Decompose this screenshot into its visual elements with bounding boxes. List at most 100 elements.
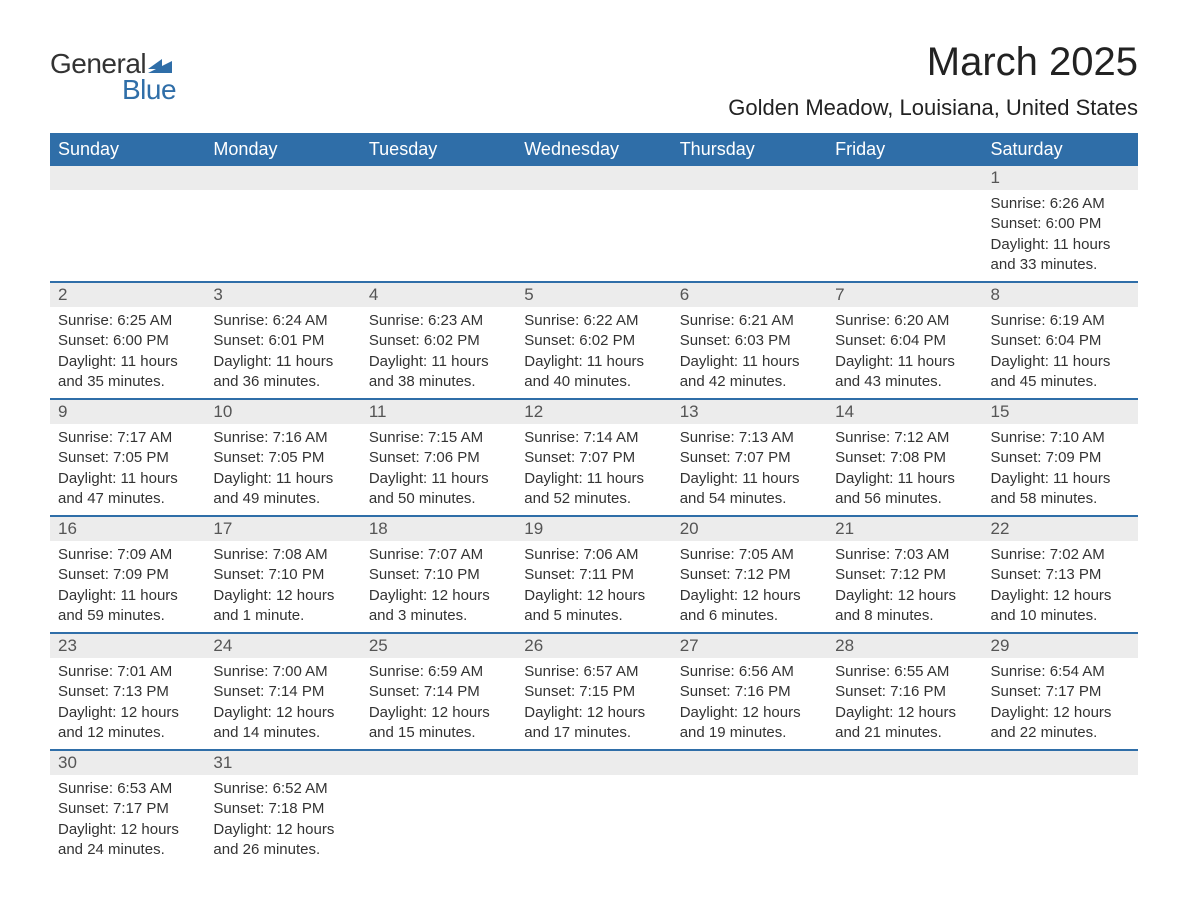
dow-wednesday: Wednesday [516, 133, 671, 166]
calendar-day-cell: 11Sunrise: 7:15 AMSunset: 7:06 PMDayligh… [361, 400, 516, 515]
day-sunrise: Sunrise: 7:16 AM [213, 428, 352, 448]
day-body: Sunrise: 6:53 AMSunset: 7:17 PMDaylight:… [50, 775, 205, 866]
day-number-bar: 26 [516, 634, 671, 658]
calendar-day-cell: 31Sunrise: 6:52 AMSunset: 7:18 PMDayligh… [205, 751, 360, 866]
calendar-day-cell: 23Sunrise: 7:01 AMSunset: 7:13 PMDayligh… [50, 634, 205, 749]
day-daylight1: Daylight: 11 hours [991, 352, 1130, 372]
calendar-day-cell: 27Sunrise: 6:56 AMSunset: 7:16 PMDayligh… [672, 634, 827, 749]
day-body [516, 775, 671, 785]
calendar-day-cell: 22Sunrise: 7:02 AMSunset: 7:13 PMDayligh… [983, 517, 1138, 632]
calendar-day-cell: 25Sunrise: 6:59 AMSunset: 7:14 PMDayligh… [361, 634, 516, 749]
day-number-bar [672, 751, 827, 775]
day-daylight2: and 45 minutes. [991, 372, 1130, 392]
day-number-bar: 16 [50, 517, 205, 541]
title-block: March 2025 Golden Meadow, Louisiana, Uni… [728, 40, 1138, 121]
day-daylight1: Daylight: 12 hours [835, 703, 974, 723]
day-body [983, 775, 1138, 785]
day-sunset: Sunset: 7:14 PM [213, 682, 352, 702]
day-sunrise: Sunrise: 6:59 AM [369, 662, 508, 682]
day-sunrise: Sunrise: 7:01 AM [58, 662, 197, 682]
day-daylight1: Daylight: 12 hours [680, 703, 819, 723]
calendar-day-cell: 24Sunrise: 7:00 AMSunset: 7:14 PMDayligh… [205, 634, 360, 749]
day-daylight2: and 52 minutes. [524, 489, 663, 509]
day-number-bar [672, 166, 827, 190]
calendar-day-cell [361, 166, 516, 281]
calendar-day-cell: 18Sunrise: 7:07 AMSunset: 7:10 PMDayligh… [361, 517, 516, 632]
calendar-day-cell: 13Sunrise: 7:13 AMSunset: 7:07 PMDayligh… [672, 400, 827, 515]
day-daylight1: Daylight: 11 hours [213, 352, 352, 372]
day-sunrise: Sunrise: 6:54 AM [991, 662, 1130, 682]
day-sunrise: Sunrise: 6:57 AM [524, 662, 663, 682]
day-daylight1: Daylight: 12 hours [369, 703, 508, 723]
day-sunrise: Sunrise: 6:55 AM [835, 662, 974, 682]
day-number-bar [361, 166, 516, 190]
day-sunset: Sunset: 7:13 PM [991, 565, 1130, 585]
day-sunset: Sunset: 7:14 PM [369, 682, 508, 702]
day-sunset: Sunset: 7:16 PM [680, 682, 819, 702]
day-body: Sunrise: 7:06 AMSunset: 7:11 PMDaylight:… [516, 541, 671, 632]
day-number-bar: 23 [50, 634, 205, 658]
calendar-day-cell: 5Sunrise: 6:22 AMSunset: 6:02 PMDaylight… [516, 283, 671, 398]
calendar-body: 1Sunrise: 6:26 AMSunset: 6:00 PMDaylight… [50, 166, 1138, 866]
day-sunrise: Sunrise: 6:24 AM [213, 311, 352, 331]
day-number-bar: 30 [50, 751, 205, 775]
day-sunrise: Sunrise: 7:02 AM [991, 545, 1130, 565]
day-daylight1: Daylight: 11 hours [524, 469, 663, 489]
day-body [827, 190, 982, 200]
day-body: Sunrise: 7:16 AMSunset: 7:05 PMDaylight:… [205, 424, 360, 515]
day-number-bar: 24 [205, 634, 360, 658]
day-daylight2: and 5 minutes. [524, 606, 663, 626]
day-sunrise: Sunrise: 6:26 AM [991, 194, 1130, 214]
calendar-day-cell: 3Sunrise: 6:24 AMSunset: 6:01 PMDaylight… [205, 283, 360, 398]
calendar-day-cell: 8Sunrise: 6:19 AMSunset: 6:04 PMDaylight… [983, 283, 1138, 398]
calendar-day-cell [205, 166, 360, 281]
day-sunset: Sunset: 7:05 PM [58, 448, 197, 468]
day-sunrise: Sunrise: 6:56 AM [680, 662, 819, 682]
day-body: Sunrise: 7:05 AMSunset: 7:12 PMDaylight:… [672, 541, 827, 632]
day-daylight2: and 56 minutes. [835, 489, 974, 509]
calendar-day-cell: 15Sunrise: 7:10 AMSunset: 7:09 PMDayligh… [983, 400, 1138, 515]
day-daylight2: and 3 minutes. [369, 606, 508, 626]
day-sunset: Sunset: 7:10 PM [369, 565, 508, 585]
day-daylight2: and 43 minutes. [835, 372, 974, 392]
day-body: Sunrise: 7:00 AMSunset: 7:14 PMDaylight:… [205, 658, 360, 749]
day-sunset: Sunset: 7:16 PM [835, 682, 974, 702]
day-sunrise: Sunrise: 7:12 AM [835, 428, 974, 448]
day-daylight1: Daylight: 12 hours [58, 820, 197, 840]
day-daylight2: and 58 minutes. [991, 489, 1130, 509]
dow-monday: Monday [205, 133, 360, 166]
calendar-day-cell: 19Sunrise: 7:06 AMSunset: 7:11 PMDayligh… [516, 517, 671, 632]
day-sunset: Sunset: 6:04 PM [991, 331, 1130, 351]
day-sunrise: Sunrise: 7:14 AM [524, 428, 663, 448]
day-sunset: Sunset: 7:13 PM [58, 682, 197, 702]
dow-thursday: Thursday [672, 133, 827, 166]
calendar-day-cell [516, 751, 671, 866]
day-number-bar: 1 [983, 166, 1138, 190]
calendar-day-cell [50, 166, 205, 281]
day-daylight1: Daylight: 11 hours [369, 352, 508, 372]
day-daylight2: and 6 minutes. [680, 606, 819, 626]
day-number-bar: 29 [983, 634, 1138, 658]
day-sunset: Sunset: 6:02 PM [524, 331, 663, 351]
day-number-bar: 18 [361, 517, 516, 541]
day-sunrise: Sunrise: 6:20 AM [835, 311, 974, 331]
day-daylight2: and 12 minutes. [58, 723, 197, 743]
day-daylight2: and 15 minutes. [369, 723, 508, 743]
day-daylight1: Daylight: 11 hours [524, 352, 663, 372]
calendar-day-cell: 9Sunrise: 7:17 AMSunset: 7:05 PMDaylight… [50, 400, 205, 515]
day-daylight1: Daylight: 11 hours [213, 469, 352, 489]
day-sunset: Sunset: 6:02 PM [369, 331, 508, 351]
day-body: Sunrise: 6:22 AMSunset: 6:02 PMDaylight:… [516, 307, 671, 398]
calendar-day-cell [672, 166, 827, 281]
day-body: Sunrise: 6:26 AMSunset: 6:00 PMDaylight:… [983, 190, 1138, 281]
day-daylight1: Daylight: 11 hours [58, 352, 197, 372]
day-body: Sunrise: 7:14 AMSunset: 7:07 PMDaylight:… [516, 424, 671, 515]
day-sunrise: Sunrise: 7:07 AM [369, 545, 508, 565]
day-number-bar [983, 751, 1138, 775]
dow-saturday: Saturday [983, 133, 1138, 166]
day-daylight1: Daylight: 12 hours [835, 586, 974, 606]
calendar-day-cell: 16Sunrise: 7:09 AMSunset: 7:09 PMDayligh… [50, 517, 205, 632]
day-daylight1: Daylight: 12 hours [213, 586, 352, 606]
day-daylight2: and 8 minutes. [835, 606, 974, 626]
day-number-bar: 7 [827, 283, 982, 307]
